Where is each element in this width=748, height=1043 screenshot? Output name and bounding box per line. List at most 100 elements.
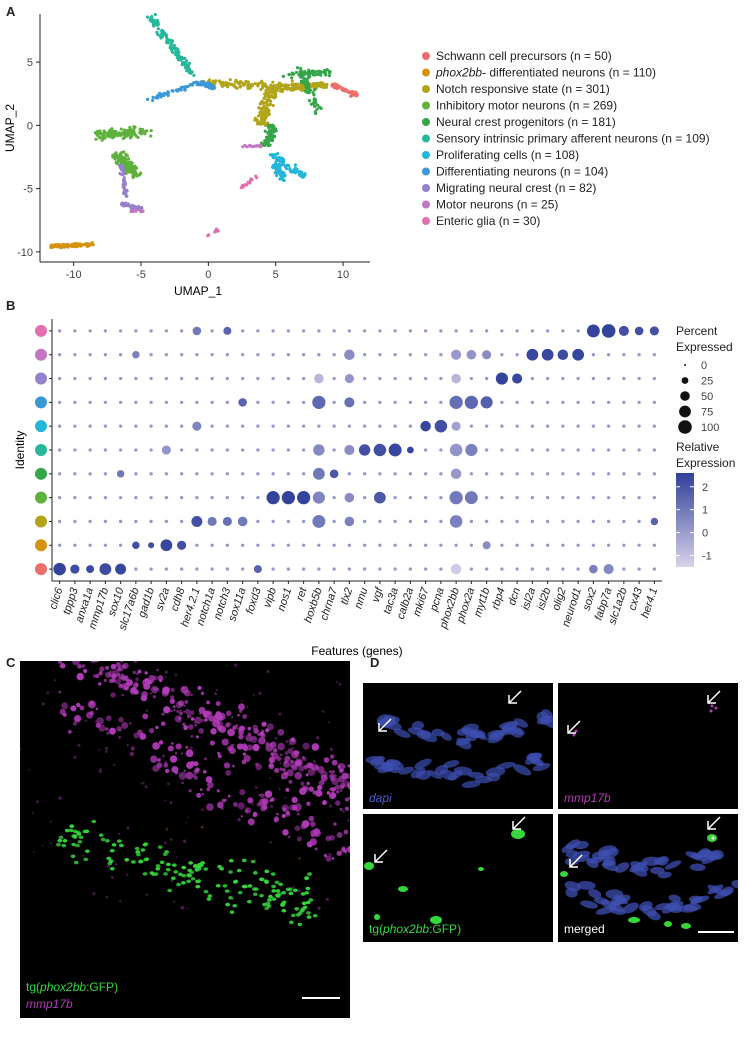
dot [530, 567, 535, 571]
dot [256, 472, 260, 476]
umap-point [258, 110, 262, 115]
dot [57, 376, 62, 381]
umap-point [121, 136, 125, 141]
dot [57, 543, 62, 547]
dot [530, 519, 535, 524]
identity-marker-enteric [35, 324, 47, 337]
arrow-icon [707, 816, 721, 830]
umap-point [183, 63, 187, 67]
dot [393, 543, 397, 547]
panel-c-gfp-label: tg(phox2bb:GFP) [26, 980, 119, 994]
umap-xtick-label: 5 [273, 269, 279, 281]
umap-point [162, 92, 166, 96]
umap-point [133, 206, 137, 210]
umap-point [265, 135, 269, 139]
dot [576, 376, 580, 381]
dot [482, 541, 491, 550]
dot [408, 424, 413, 428]
umap-cluster-sensory [145, 12, 196, 78]
dot [480, 396, 493, 409]
umap-point [156, 22, 160, 27]
umap-point [253, 82, 257, 86]
dot [164, 353, 169, 357]
dot [362, 472, 367, 476]
dot [312, 491, 325, 504]
dot [515, 519, 519, 524]
umap-point [264, 115, 268, 120]
umap-point [126, 168, 130, 172]
dot [103, 519, 108, 524]
dot [57, 329, 62, 333]
dot [195, 448, 199, 452]
dot [454, 329, 458, 333]
umap-point [99, 131, 103, 136]
dot [652, 376, 657, 381]
dot [332, 353, 336, 357]
umap-point [138, 127, 142, 131]
dot [177, 540, 187, 550]
umap-point [112, 152, 117, 157]
umap-point [184, 59, 189, 63]
panel-label-c: C [6, 655, 16, 670]
dot [271, 400, 275, 405]
umap-point [181, 61, 185, 65]
dot [451, 373, 461, 384]
umap-point [323, 68, 327, 72]
dot [515, 424, 519, 428]
umap-point [335, 83, 339, 87]
arrow-icon [378, 718, 392, 732]
dot [439, 472, 443, 476]
dot [500, 353, 504, 357]
umap-point [121, 157, 125, 162]
dot [530, 424, 535, 428]
dot [439, 353, 443, 357]
dot [362, 424, 367, 428]
identity-marker-motor [35, 348, 47, 361]
dot [312, 395, 326, 409]
dot [317, 329, 321, 333]
umap-point [271, 80, 275, 84]
dot [469, 376, 474, 381]
umap-point [124, 194, 129, 198]
arrow-icon [374, 849, 388, 863]
color-legend: Relative Expression 2 1 0 -1 [676, 440, 735, 567]
dot [149, 329, 153, 333]
dot [561, 543, 565, 547]
legend-swatch-schwann [422, 52, 430, 60]
umap-point [290, 71, 294, 75]
dot [195, 376, 199, 381]
dot [301, 400, 306, 405]
umap-point [265, 103, 270, 107]
umap-point [172, 46, 176, 51]
dot [393, 400, 397, 405]
dot [195, 400, 199, 405]
umap-point [91, 243, 95, 247]
umap-point [112, 131, 117, 135]
umap-point [87, 242, 92, 246]
dot [408, 519, 413, 524]
dot [103, 495, 108, 500]
umap-point [208, 83, 212, 88]
umap-point [295, 167, 299, 171]
dot [210, 472, 214, 476]
umap-point [188, 83, 192, 87]
umap-point [260, 115, 264, 119]
dot [240, 448, 245, 452]
umap-point [303, 80, 307, 84]
dot [358, 444, 371, 456]
dot [500, 543, 504, 547]
dot [332, 519, 336, 524]
umap-point [130, 134, 134, 138]
umap-point [277, 81, 282, 85]
umap-point [166, 90, 171, 95]
dot [393, 376, 397, 381]
umap-point [330, 82, 335, 86]
umap-point [121, 185, 125, 189]
legend-label-schwann: Schwann cell precursors (n = 50) [436, 49, 612, 63]
umap-chart: -10 -5 0 5 10 -10 -5 0 5 UMAP_1 UMAP_2 Schwann c… [3, 12, 710, 298]
dot [88, 543, 92, 547]
umap-point [297, 86, 301, 90]
dot [464, 395, 479, 409]
umap-point [319, 106, 323, 111]
dot [103, 400, 108, 405]
